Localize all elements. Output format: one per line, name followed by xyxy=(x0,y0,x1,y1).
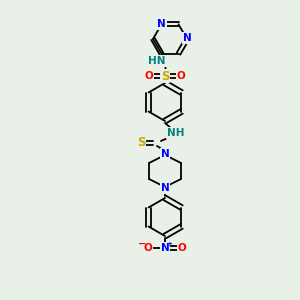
Text: N: N xyxy=(157,19,166,29)
Text: −: − xyxy=(138,239,146,249)
Text: HN: HN xyxy=(148,56,166,66)
Text: S: S xyxy=(137,136,145,149)
Text: N: N xyxy=(183,33,191,43)
Text: O: O xyxy=(177,71,185,81)
Text: N: N xyxy=(160,243,169,253)
Text: NH: NH xyxy=(167,128,185,138)
Text: O: O xyxy=(178,243,186,253)
Text: O: O xyxy=(145,71,153,81)
Text: S: S xyxy=(161,70,169,83)
Text: N: N xyxy=(160,183,169,193)
Text: O: O xyxy=(144,243,152,253)
Text: N: N xyxy=(160,149,169,159)
Text: +: + xyxy=(166,241,172,247)
